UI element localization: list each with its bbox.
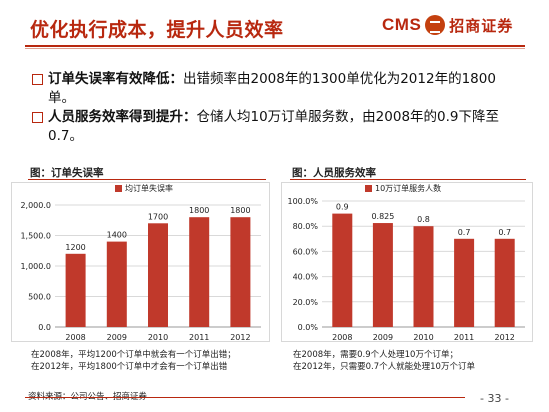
figure-note: 在2012年，平均1800个订单中才会有一个订单出错 xyxy=(31,362,228,372)
figure-note: 在2012年，只需要0.7个人就能处理10万个订单 xyxy=(293,362,475,372)
bar xyxy=(148,223,168,327)
header-rule-thin xyxy=(25,48,525,49)
bullet-bold-text: 人员服务效率得到提升： xyxy=(48,109,197,125)
y-tick-label: 1,500.0 xyxy=(20,232,51,241)
page-number: - 33 - xyxy=(480,392,509,405)
x-tick-label: 2011 xyxy=(189,333,209,341)
error-rate-chart: 2,000.0 1,500.0 1,000.0 500.0 0.0 1200 2008 140… xyxy=(20,183,261,341)
y-tick-label: 2,000.0 xyxy=(20,201,51,210)
data-label: 1200 xyxy=(65,243,85,252)
bullet-item: 人员服务效率得到提升：仓储人均10万订单服务数，由2008年的0.9下降至0.7… xyxy=(48,108,508,146)
legend-swatch xyxy=(365,185,372,192)
data-label: 1400 xyxy=(107,231,127,240)
bullet-text: 出错频率由2008年的1300单优化为2012年的1800单。 xyxy=(48,71,496,106)
y-tick-label: 60.0% xyxy=(293,247,319,256)
bar xyxy=(413,226,434,327)
y-tick-label: 0.0 xyxy=(38,323,51,332)
bar xyxy=(494,238,515,327)
legend-swatch xyxy=(115,185,122,192)
figure-title-rule xyxy=(290,179,526,180)
data-label: 1800 xyxy=(189,206,209,215)
bar xyxy=(230,217,251,327)
logo-cn-text: 招商证券 xyxy=(449,16,514,35)
figure-title: 图：订单失误率 xyxy=(30,167,104,179)
bullet-bold-text: 订单失误率有效降低： xyxy=(48,71,183,87)
efficiency-chart: 100.0% 80.0% 60.0% 40.0% 20.0% 0.0% 0.9 2008 0.8… xyxy=(287,183,525,341)
bullet-checkbox-icon xyxy=(32,112,43,123)
figure-note: 在2008年，需要0.9个人处理10万个订单； xyxy=(293,350,458,360)
slide-title: 优化执行成本，提升人员效率 xyxy=(30,19,284,41)
footer-rule xyxy=(25,397,465,398)
bar xyxy=(332,213,353,327)
y-tick-label: 40.0% xyxy=(293,273,319,282)
bar xyxy=(372,223,393,327)
x-tick-label: 2008 xyxy=(332,333,352,341)
brand-logo: CMS 招商证券 xyxy=(382,13,513,37)
logo-cms-text: CMS xyxy=(382,15,422,34)
source-note: 资料来源：公司公告、招商证券 xyxy=(28,392,148,402)
x-tick-label: 2012 xyxy=(230,333,250,341)
figure-title-rule xyxy=(28,179,266,180)
y-tick-label: 100.0% xyxy=(287,197,318,206)
x-tick-label: 2010 xyxy=(413,333,433,341)
bullet-item: 订单失误率有效降低：出错频率由2008年的1300单优化为2012年的1800单… xyxy=(48,70,508,108)
data-label: 0.8 xyxy=(417,215,430,224)
bar xyxy=(189,217,210,327)
y-tick-label: 500.0 xyxy=(28,293,51,302)
x-tick-label: 2010 xyxy=(148,333,168,341)
legend-label: 均订单失误率 xyxy=(125,183,173,193)
y-tick-label: 1,000.0 xyxy=(20,262,51,271)
figure-note: 在2008年，平均1200个订单中就会有一个订单出错； xyxy=(31,350,236,360)
figure-title: 图：人员服务效率 xyxy=(292,167,376,179)
data-label: 0.7 xyxy=(498,228,511,237)
bullet-checkbox-icon xyxy=(32,74,43,85)
header-rule xyxy=(25,45,525,47)
logo-emblem-icon xyxy=(425,15,446,35)
x-tick-label: 2008 xyxy=(65,333,85,341)
data-label: 0.7 xyxy=(458,228,471,237)
y-tick-label: 20.0% xyxy=(293,298,319,307)
bar xyxy=(454,238,475,327)
x-tick-label: 2009 xyxy=(107,333,127,341)
x-tick-label: 2011 xyxy=(454,333,474,341)
data-label: 0.825 xyxy=(371,212,394,221)
x-tick-label: 2012 xyxy=(495,333,515,341)
y-tick-label: 80.0% xyxy=(293,222,319,231)
y-tick-label: 0.0% xyxy=(298,323,319,332)
data-label: 1800 xyxy=(230,206,250,215)
bar xyxy=(106,241,127,327)
chart-panel-error-rate: 2,000.0 1,500.0 1,000.0 500.0 0.0 1200 2008 140… xyxy=(11,182,270,342)
data-label: 1700 xyxy=(148,212,168,221)
chart-panel-efficiency: 100.0% 80.0% 60.0% 40.0% 20.0% 0.0% 0.9 2008 0.8… xyxy=(281,182,533,342)
bullet-text: 仓储人均10万订单服务数，由2008年的0.9下降至0.7。 xyxy=(48,109,500,144)
x-tick-label: 2009 xyxy=(373,333,393,341)
bar xyxy=(65,253,86,327)
data-label: 0.9 xyxy=(336,203,349,212)
legend-label: 10万订单服务人数 xyxy=(375,183,441,193)
